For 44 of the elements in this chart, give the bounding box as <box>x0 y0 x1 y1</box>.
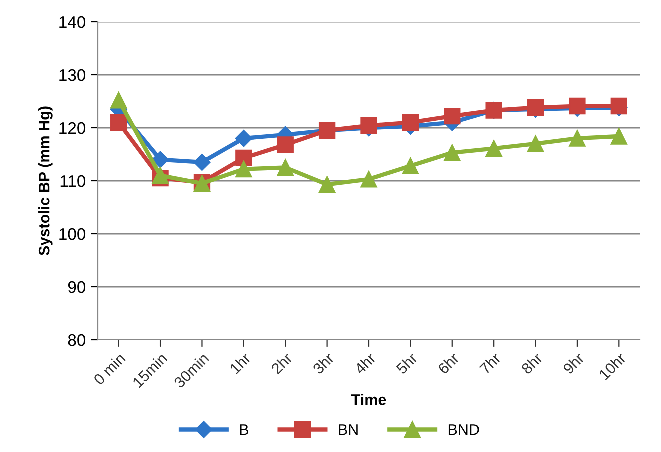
x-tick-label: 3hr <box>312 352 336 375</box>
point <box>277 136 294 154</box>
point <box>569 130 586 147</box>
point <box>486 140 502 158</box>
y-tick-label: 90 <box>68 281 86 294</box>
point <box>569 98 586 115</box>
point <box>236 161 252 178</box>
point <box>318 176 336 194</box>
y-tick-label: 130 <box>60 69 86 82</box>
point <box>527 136 544 152</box>
point <box>444 144 461 162</box>
point <box>277 159 294 176</box>
legend-label: B <box>240 424 248 436</box>
point <box>194 154 211 171</box>
point <box>110 92 128 109</box>
legend-label: BND <box>448 424 480 436</box>
point <box>402 158 420 174</box>
point <box>152 167 169 184</box>
y-tick-label: 140 <box>60 16 86 28</box>
y-tick-label: 120 <box>60 122 86 134</box>
point <box>402 114 420 132</box>
x-tick-label: 5hr <box>396 352 418 375</box>
point <box>152 151 170 168</box>
point <box>360 171 378 188</box>
x-tick-label: 8hr <box>520 352 544 375</box>
x-tick-label: 4hr <box>354 352 377 375</box>
point <box>360 118 378 134</box>
x-tick-label: 2hr <box>270 352 294 375</box>
x-tick-label: 1hr <box>229 352 252 374</box>
y-tick-label: 110 <box>60 175 86 188</box>
y-axis-title: Systolic BP (mm Hg) <box>38 106 53 256</box>
x-tick-label: 0 min <box>92 352 126 386</box>
point <box>236 150 252 167</box>
point <box>110 114 128 132</box>
legend-label: BN <box>339 424 358 436</box>
point <box>235 130 252 148</box>
x-axis-title: Time <box>351 394 386 406</box>
y-tick-label: 100 <box>60 228 86 240</box>
y-tick-label: 80 <box>68 334 86 346</box>
x-tick-label: 9hr <box>562 352 586 375</box>
x-tick-label: 7hr <box>479 352 502 375</box>
x-tick-label: 6hr <box>437 352 460 375</box>
point <box>444 108 461 125</box>
point <box>610 128 628 145</box>
